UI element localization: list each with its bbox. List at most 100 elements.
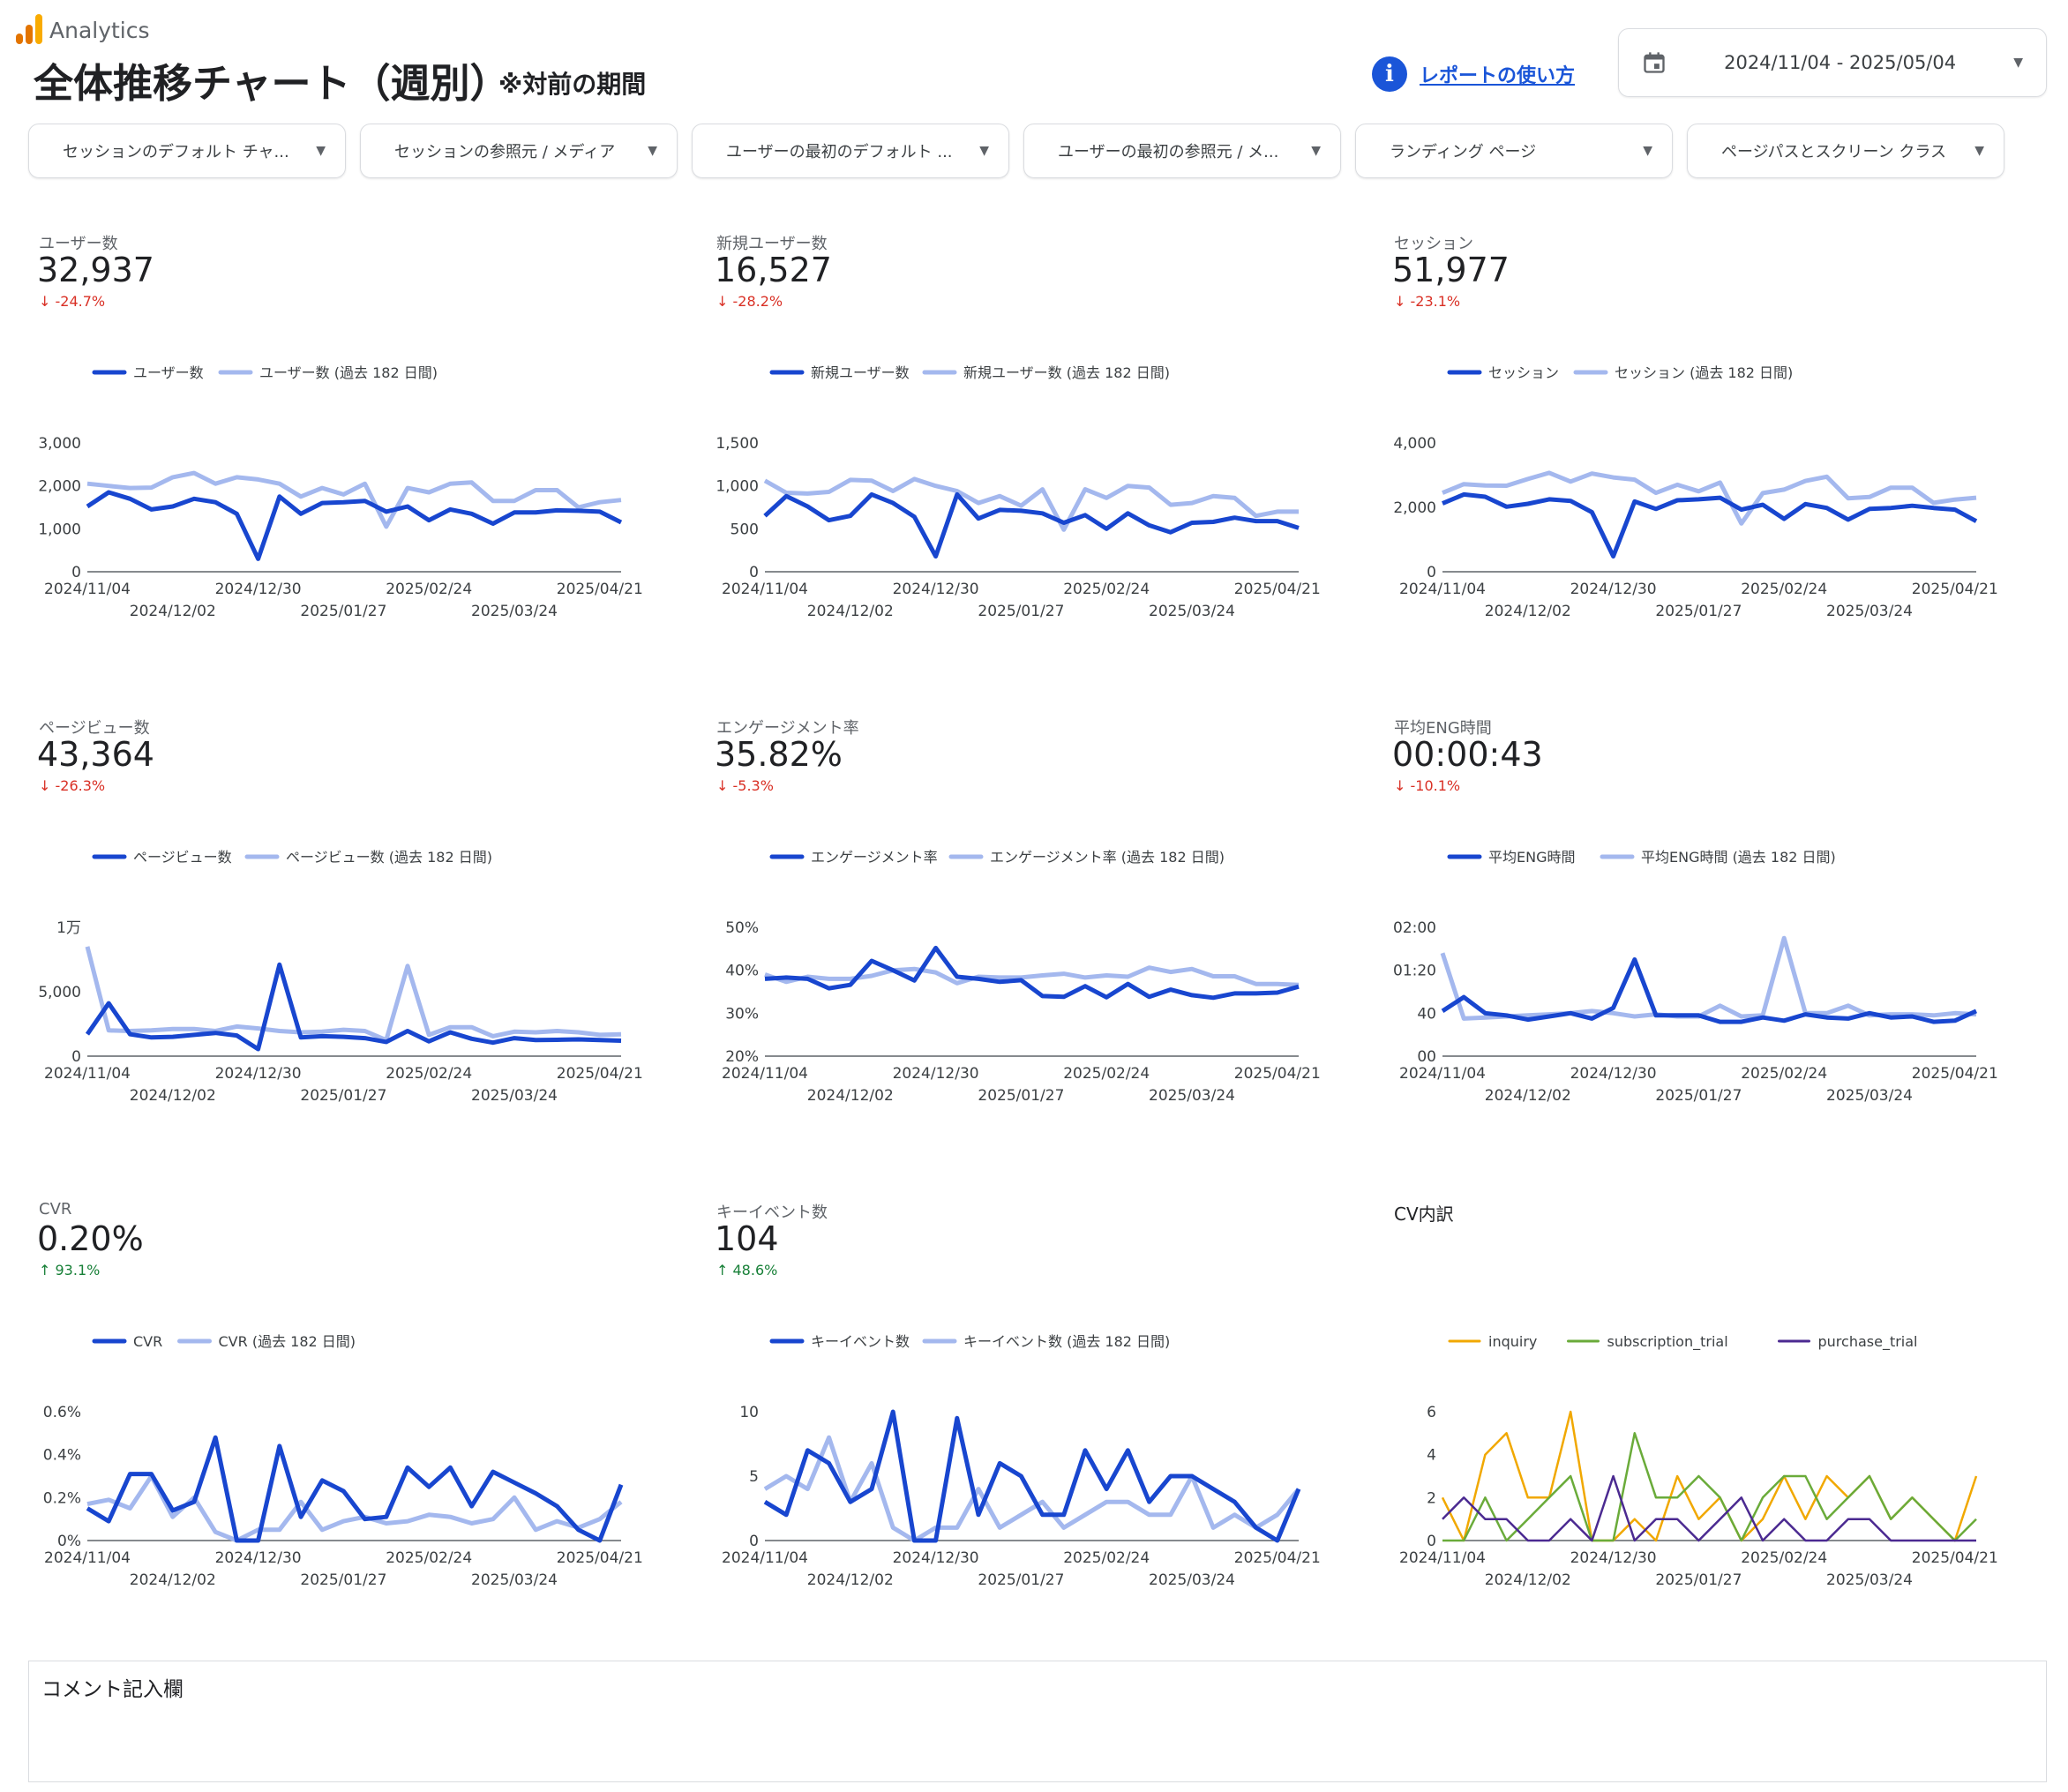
x-tick-label: 2025/04/21: [1234, 1065, 1321, 1083]
legend-label: キーイベント数: [811, 1333, 910, 1350]
legend-item[interactable]: 新規ユーザー数: [769, 364, 910, 381]
legend-item[interactable]: CVR: [92, 1333, 162, 1350]
series-line: [763, 1409, 1301, 1543]
legend-label: 平均ENG時間 (過去 182 日間): [1641, 849, 1836, 866]
legend-item[interactable]: subscription_trial: [1567, 1333, 1728, 1351]
legend-label: エンゲージメント率 (過去 182 日間): [990, 849, 1225, 866]
x-tick-label: 2024/12/02: [1485, 603, 1571, 620]
report-help-link[interactable]: i レポートの使い方: [1372, 56, 1575, 92]
legend-label: 新規ユーザー数 (過去 182 日間): [963, 364, 1170, 381]
caret-down-icon: ▼: [1643, 144, 1652, 158]
x-tick-label: 2024/12/30: [215, 1065, 302, 1083]
kpi-panel-engagement-rate: エンゲージメント率 35.82% ↓ -5.3% エンゲージメント率 エンゲージメ…: [706, 716, 1323, 1157]
y-tick-label: 50%: [725, 919, 759, 937]
filter-landing-page[interactable]: ランディング ページ ▼: [1355, 124, 1673, 178]
legend-item[interactable]: セッション: [1447, 364, 1559, 381]
legend-item[interactable]: CVR (過去 182 日間): [177, 1333, 356, 1350]
arrow-up-icon: ↑: [39, 1262, 51, 1278]
y-tick-label: 02:00: [1393, 919, 1436, 937]
kpi-delta-value: -28.2%: [732, 293, 783, 310]
legend-label: エンゲージメント率: [811, 849, 938, 866]
legend-label: キーイベント数 (過去 182 日間): [963, 1333, 1170, 1350]
x-tick-label: 2025/01/27: [300, 1087, 386, 1105]
kpi-delta: ↑ 93.1%: [39, 1262, 100, 1278]
analytics-logo-icon: [16, 14, 42, 44]
kpi-delta-value: 48.6%: [732, 1262, 778, 1278]
y-tick-label: 0: [1427, 1533, 1436, 1550]
legend-item[interactable]: エンゲージメント率 (過去 182 日間): [948, 849, 1225, 866]
y-tick-label: 30%: [725, 1005, 759, 1023]
caret-down-icon: ▼: [1311, 144, 1321, 158]
sessions-line-chart: セッション セッション (過去 182 日間) 0 2,000 4,000 2024/11…: [1393, 364, 1997, 620]
filter-page-path-screen-class[interactable]: ページパスとスクリーン クラス ▼: [1687, 124, 2004, 178]
legend-item[interactable]: エンゲージメント率: [769, 849, 938, 866]
x-tick-label: 2025/02/24: [1063, 581, 1150, 598]
kpi-delta-value: -5.3%: [732, 777, 774, 794]
kpi-delta: ↓ -28.2%: [716, 293, 783, 310]
kpi-delta-value: 93.1%: [55, 1262, 101, 1278]
caret-down-icon: ▼: [2013, 56, 2023, 70]
arrow-down-icon: ↓: [1394, 777, 1406, 794]
filter-label: ユーザーの最初のデフォルト ...: [726, 143, 953, 161]
series-line: [1442, 1474, 1976, 1542]
filter-first-user-source-medium[interactable]: ユーザーの最初の参照元 / メ... ▼: [1023, 124, 1341, 178]
x-tick-label: 2025/01/27: [1655, 1087, 1742, 1105]
x-tick-label: 2025/02/24: [386, 1549, 472, 1567]
series-line: [86, 1473, 623, 1543]
kpi-panel-pageviews: ページビュー数 43,364 ↓ -26.3% ページビュー数 ページビュー数 (…: [28, 716, 646, 1157]
comment-box[interactable]: コメント記入欄: [28, 1661, 2047, 1782]
y-tick-label: 1,500: [716, 435, 759, 453]
filter-session-source-medium[interactable]: セッションの参照元 / メディア ▼: [360, 124, 678, 178]
kpi-label: エンゲージメント率: [716, 719, 859, 738]
x-tick-label: 2024/11/04: [722, 1549, 808, 1567]
x-tick-label: 2025/01/27: [300, 603, 386, 620]
series-line: [1441, 1410, 1978, 1542]
legend-item[interactable]: ページビュー数 (過去 182 日間): [244, 849, 492, 866]
x-tick-label: 2024/12/02: [807, 1087, 894, 1105]
kpi-delta-value: -24.7%: [55, 293, 106, 310]
legend-item[interactable]: キーイベント数 (過去 182 日間): [922, 1333, 1170, 1350]
kpi-delta-value: -26.3%: [55, 777, 106, 794]
report-help-label[interactable]: レポートの使い方: [1420, 65, 1576, 87]
kpi-value: 43,364: [37, 735, 154, 774]
x-tick-label: 2024/12/02: [807, 603, 894, 620]
y-tick-label: 0: [71, 1048, 81, 1066]
legend-item[interactable]: inquiry: [1448, 1333, 1537, 1350]
legend-item[interactable]: ユーザー数: [92, 364, 204, 381]
app-name: Analytics: [49, 18, 150, 43]
date-range-picker[interactable]: 2024/11/04 - 2025/05/04 ▼: [1618, 28, 2047, 97]
x-tick-label: 2025/03/24: [471, 603, 558, 620]
kpi-value: 0.20%: [37, 1219, 144, 1258]
legend-label: ページビュー数 (過去 182 日間): [286, 849, 492, 866]
legend-label: subscription_trial: [1607, 1333, 1728, 1351]
filter-label: ページパスとスクリーン クラス: [1721, 143, 1947, 161]
series-line: [763, 476, 1299, 532]
legend-label: 新規ユーザー数: [811, 364, 910, 381]
comment-title: コメント記入欄: [41, 1678, 184, 1701]
x-tick-label: 2025/03/24: [1826, 603, 1913, 620]
x-tick-label: 2024/12/30: [215, 1549, 302, 1567]
page-title: 全体推移チャート（週別）: [34, 60, 510, 107]
legend-item[interactable]: ユーザー数 (過去 182 日間): [218, 364, 438, 381]
filter-label: セッションの参照元 / メディア: [394, 143, 616, 161]
x-tick-label: 2024/12/02: [130, 603, 216, 620]
legend-label: ページビュー数: [133, 849, 232, 866]
series-line: [85, 946, 622, 1043]
arrow-down-icon: ↓: [716, 293, 729, 310]
series-line: [86, 1435, 624, 1543]
filter-first-user-default-channel[interactable]: ユーザーの最初のデフォルト ... ▼: [692, 124, 1009, 178]
legend-item[interactable]: 新規ユーザー数 (過去 182 日間): [922, 364, 1170, 381]
legend-item[interactable]: 平均ENG時間 (過去 182 日間): [1600, 849, 1836, 866]
legend-item[interactable]: キーイベント数: [769, 1333, 910, 1350]
legend-item[interactable]: ページビュー数: [92, 849, 232, 866]
x-tick-label: 2025/01/27: [978, 1571, 1064, 1589]
x-tick-label: 2024/12/30: [215, 581, 302, 598]
kpi-value: 16,527: [715, 251, 832, 289]
y-tick-label: 00: [1417, 1048, 1436, 1066]
kpi-value: 32,937: [37, 251, 154, 289]
series-line: [85, 962, 622, 1052]
legend-item[interactable]: セッション (過去 182 日間): [1573, 364, 1793, 381]
legend-item[interactable]: 平均ENG時間: [1447, 849, 1575, 866]
filter-session-default-channel[interactable]: セッションのデフォルト チャ... ▼: [28, 124, 346, 178]
legend-item[interactable]: purchase_trial: [1778, 1333, 1918, 1351]
